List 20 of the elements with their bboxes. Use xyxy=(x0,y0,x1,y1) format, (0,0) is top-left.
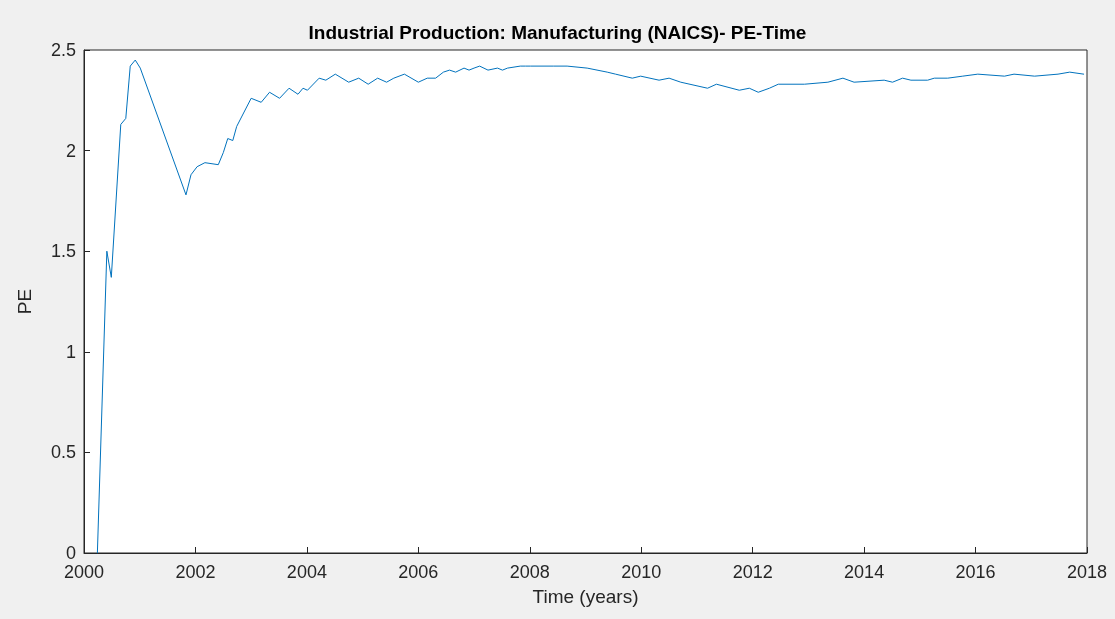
y-tick-label: 2 xyxy=(65,140,76,161)
x-tick-label: 2004 xyxy=(286,562,327,582)
x-tick-label: 2000 xyxy=(63,562,105,582)
y-axis-title: PE xyxy=(14,288,35,315)
y-tick-label: 0.5 xyxy=(50,442,76,463)
x-tick-label: 2014 xyxy=(844,562,885,582)
y-tick-label: 1.5 xyxy=(50,241,76,262)
x-tick-label: 2006 xyxy=(398,562,439,582)
x-tick-label: 2016 xyxy=(955,562,996,582)
x-tick-label: 2002 xyxy=(175,562,216,582)
x-tick-label: 2018 xyxy=(1066,562,1108,582)
y-tick-label: 2.5 xyxy=(50,40,76,60)
x-tick-label: 2010 xyxy=(621,562,662,582)
y-tick-label: 0 xyxy=(65,543,76,563)
y-tick-label: 1 xyxy=(65,341,76,362)
x-tick-label: 2012 xyxy=(732,562,773,582)
chart-title: Industrial Production: Manufacturing (NAICS)- PE-Time xyxy=(308,22,807,43)
line-series xyxy=(96,59,1085,554)
x-tick-label: 2008 xyxy=(509,562,550,582)
x-axis-title: Time (years) xyxy=(532,586,639,607)
